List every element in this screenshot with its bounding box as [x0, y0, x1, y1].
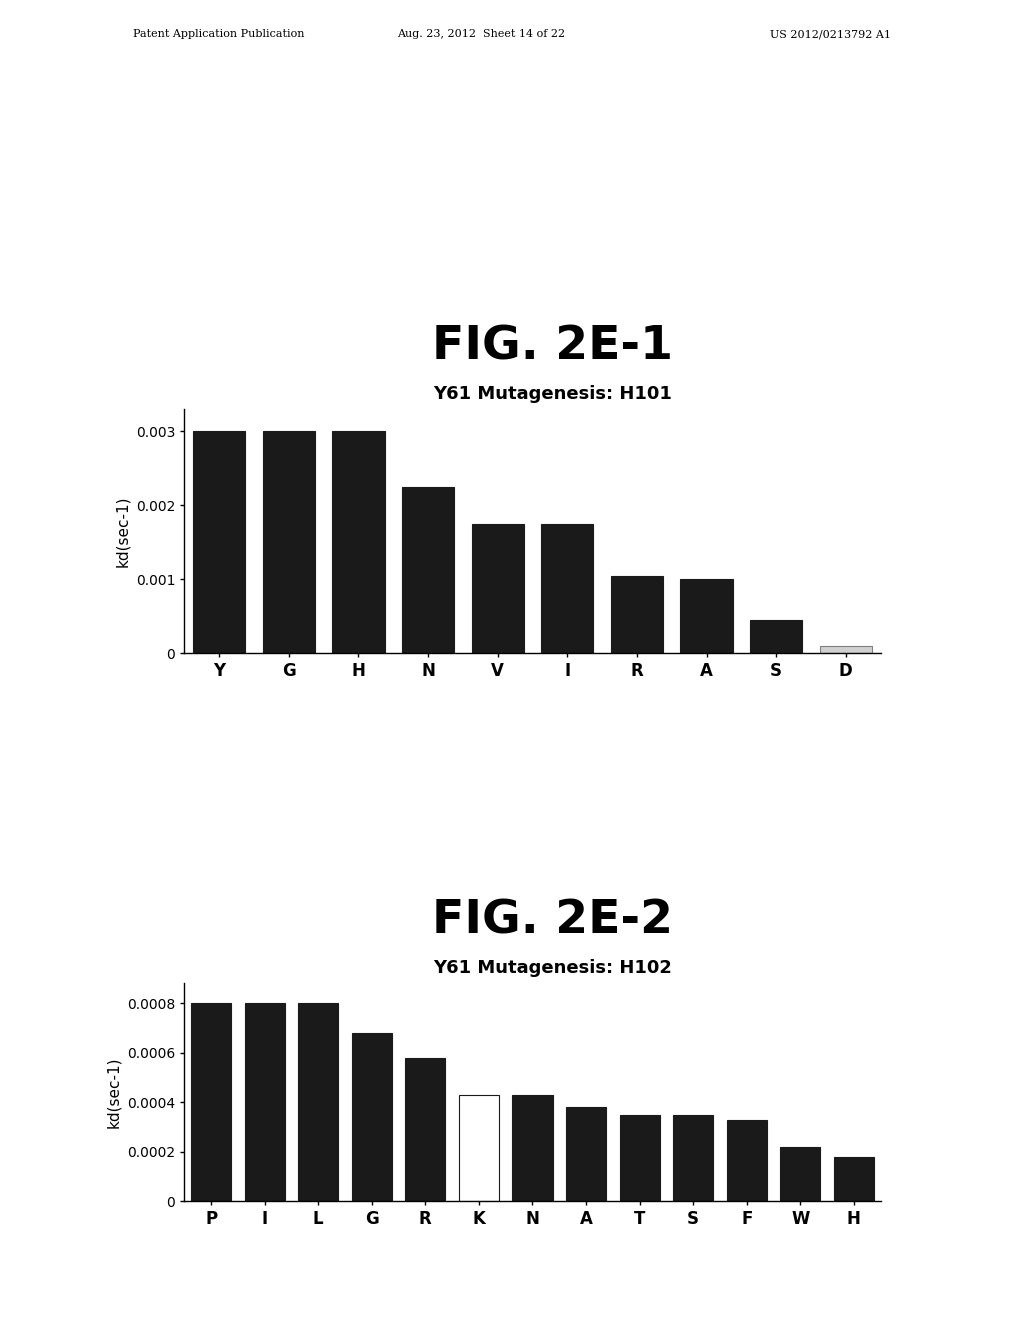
Bar — [542, 524, 594, 653]
Text: Y61 Mutagenesis: H102: Y61 Mutagenesis: H102 — [433, 958, 673, 977]
Bar — [566, 1107, 606, 1201]
Y-axis label: kd(sec-1): kd(sec-1) — [116, 495, 130, 568]
Bar — [406, 1057, 445, 1201]
Bar — [512, 1094, 553, 1201]
Bar — [472, 524, 524, 653]
Bar — [191, 1003, 231, 1201]
Text: Y61 Mutagenesis: H101: Y61 Mutagenesis: H101 — [433, 384, 673, 403]
Text: US 2012/0213792 A1: US 2012/0213792 A1 — [770, 29, 891, 40]
Bar — [620, 1114, 659, 1201]
Text: FIG. 2E-1: FIG. 2E-1 — [432, 325, 674, 370]
Bar — [727, 1119, 767, 1201]
Bar — [681, 579, 733, 653]
Bar — [245, 1003, 285, 1201]
Text: FIG. 2E-2: FIG. 2E-2 — [432, 899, 674, 944]
Bar — [262, 432, 315, 653]
Y-axis label: kd(sec-1): kd(sec-1) — [106, 1056, 122, 1129]
Text: Aug. 23, 2012  Sheet 14 of 22: Aug. 23, 2012 Sheet 14 of 22 — [397, 29, 565, 40]
Bar — [780, 1147, 820, 1201]
Bar — [611, 576, 664, 653]
Bar — [298, 1003, 338, 1201]
Bar — [820, 645, 872, 653]
Bar — [459, 1094, 499, 1201]
Bar — [402, 487, 455, 653]
Bar — [834, 1156, 873, 1201]
Bar — [193, 432, 246, 653]
Bar — [673, 1114, 714, 1201]
Bar — [332, 432, 385, 653]
Bar — [751, 620, 803, 653]
Text: Patent Application Publication: Patent Application Publication — [133, 29, 304, 40]
Bar — [351, 1032, 392, 1201]
